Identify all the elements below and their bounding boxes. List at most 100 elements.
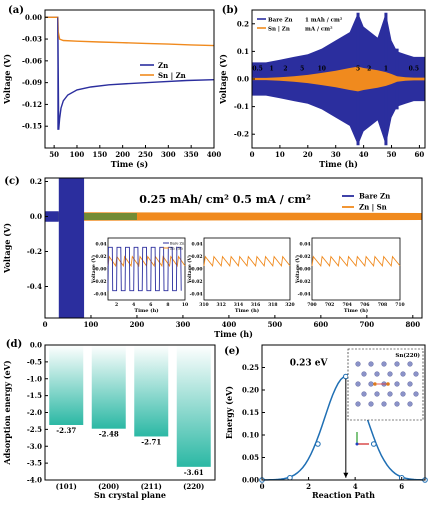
y-tick-label: 0.15: [242, 408, 259, 417]
y-tick-label: 0.00: [25, 13, 42, 22]
sn-atom: [413, 391, 419, 397]
panel-label: (c): [4, 176, 20, 187]
inset-x-tick-label: 312: [216, 302, 225, 308]
y-tick-label: -1.0: [27, 374, 42, 383]
inset-x-tick-label: 704: [342, 302, 351, 308]
y-tick-label: -0.12: [22, 100, 42, 109]
x-tick-label: 700: [360, 320, 375, 329]
chart-title: 0.25 mAh/ cm² 0.5 mA / cm²: [139, 193, 311, 206]
x-axis-label: Sn crystal plane: [94, 490, 166, 500]
sn-atom: [368, 401, 374, 407]
y-tick-label: 0.0: [30, 212, 42, 221]
y-tick-label: 0.20: [242, 386, 259, 395]
sn-atom: [381, 361, 387, 367]
sn-atom: [368, 361, 374, 367]
inset-x-tick-label: 2: [115, 302, 118, 308]
inset-y-tick-label: -0.04: [190, 291, 203, 297]
legend-label: Sn | Zn: [158, 71, 186, 80]
x-tick-label: 20: [303, 150, 313, 159]
bar-0: [49, 345, 84, 425]
inset-legend-label: Bare Zn: [170, 242, 185, 246]
y-tick-label: -2.0: [27, 408, 42, 417]
x-tick-label: 350: [184, 150, 199, 159]
y-tick-label: 0.25: [242, 363, 259, 372]
inset-x-tick-label: 6: [149, 302, 152, 308]
inset-y-tick-label: 0.02: [300, 254, 311, 260]
zn-sn-envelope: [45, 212, 422, 221]
y-tick-label: -0.03: [22, 35, 42, 44]
x-axis-label: Time (h): [214, 329, 253, 339]
y-tick-label: -0.15: [22, 122, 42, 131]
sn-atom: [368, 381, 374, 387]
inset-frame: [311, 237, 401, 301]
bar-2: [134, 345, 169, 437]
inset-x-axis-label: Time (h): [235, 307, 259, 314]
y-tick-label: -3.0: [27, 442, 42, 451]
inset-x-axis-label: Time (h): [134, 307, 158, 314]
inset-x-tick-label: 316: [251, 302, 260, 308]
sn-atom: [355, 381, 361, 387]
y-tick-label: 0.2: [30, 177, 42, 186]
rate-label: 0.5: [252, 66, 262, 73]
sn-atom: [394, 401, 400, 407]
bare-zn-trace: [107, 246, 182, 292]
y-axis-label: Voltage (V): [2, 223, 12, 274]
sn-atom: [387, 391, 393, 397]
panel-b: 0.5 1 2 5 10 5 2 1 0.50 10 20 30 40 50 600.20.10.0-0.1…: [218, 5, 426, 169]
x-tick-label: (101): [56, 482, 77, 491]
inset-y-tick-label: 0.00: [192, 267, 203, 273]
y-tick-label: 0.05: [242, 453, 259, 462]
x-tick-label: 500: [268, 320, 283, 329]
y-tick-label: 0.00: [242, 476, 259, 485]
inset-y-tick-label: -0.02: [298, 279, 311, 285]
inset-x-tick-label: 10: [182, 302, 188, 308]
sn-atom: [387, 371, 393, 377]
axis-origin: [355, 442, 359, 446]
early-trace: [45, 213, 137, 220]
rate-label: 5: [356, 66, 360, 73]
y-tick-label: 0.0: [30, 341, 42, 350]
x-tick-label: 0: [250, 150, 255, 159]
y-tick-label: -1.5: [27, 391, 42, 400]
bar-1: [91, 345, 126, 429]
inset-x-tick-label: 320: [285, 302, 294, 308]
x-axis-label: Time (s): [111, 159, 149, 169]
inset-y-tick-label: -0.04: [298, 291, 311, 297]
rate-label: 5: [300, 66, 304, 73]
y-axis-label: Adsorption energy (eV): [2, 360, 12, 465]
legend-label: Sn | Zn: [268, 27, 290, 33]
sn-atom: [413, 371, 419, 377]
sn-atom: [361, 391, 367, 397]
panel-c: 0 100 200 300 400 500 600 700 800 0.2 0.0 -0.2 -0.4 T…: [2, 176, 423, 339]
zn-sn-trace: [311, 255, 401, 267]
energy-point: [315, 441, 321, 447]
sn-atom: [407, 401, 413, 407]
sn-atom: [355, 361, 361, 367]
inset-y-tick-label: -0.02: [94, 279, 107, 285]
panel-label: (d): [6, 339, 22, 350]
x-tick-label: 50: [49, 150, 59, 159]
x-tick-label: 400: [222, 320, 237, 329]
y-tick-label: -0.5: [27, 357, 42, 366]
rate-label: 2: [283, 66, 287, 73]
inset-y-tick-label: -0.04: [94, 291, 107, 297]
inset-y-tick-label: 0.00: [96, 267, 107, 273]
inset-x-tick-label: 706: [360, 302, 369, 308]
y-tick-label: 0.1: [237, 47, 249, 56]
sn-atom: [355, 401, 361, 407]
inset-legend-label: Zn | Sn: [170, 247, 183, 251]
inset-x-tick-label: 700: [307, 302, 316, 308]
x-tick-label: 50: [387, 150, 397, 159]
barrier-arrow-head: [343, 472, 349, 478]
rate-label: 2: [367, 66, 371, 73]
inset-x-tick-label: 8: [166, 302, 169, 308]
x-tick-label: 200: [130, 320, 145, 329]
inset-2: 310 312 314 316 318 320 0.04 0.02 0.00 -0.02 -0.04…: [186, 237, 295, 314]
rate-label: 1: [384, 66, 388, 73]
bar-value-label: -3.61: [184, 468, 204, 477]
y-axis-label: Voltage (V): [2, 54, 12, 105]
legend-label: Bare Zn: [359, 192, 390, 201]
sn-atom: [374, 371, 380, 377]
y-tick-label: -0.1: [234, 102, 249, 111]
x-axis-label: Time (h): [319, 159, 358, 169]
